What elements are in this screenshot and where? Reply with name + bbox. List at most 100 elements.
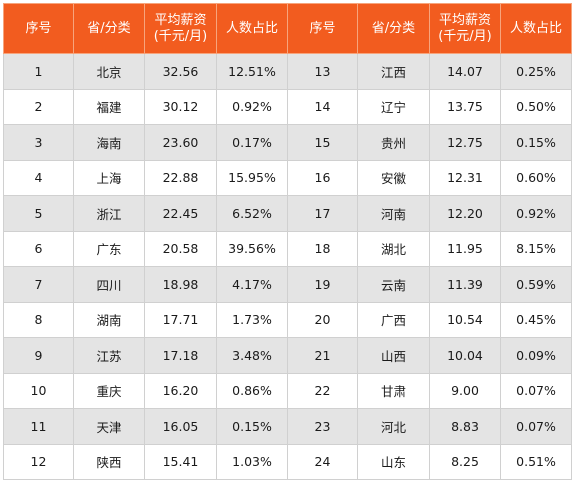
salary-cell: 10.54 — [429, 301, 501, 338]
province-cell: 广西 — [357, 301, 430, 338]
rank-cell: 23 — [287, 408, 358, 445]
share-cell: 0.92% — [216, 88, 288, 125]
province-cell: 陕西 — [73, 443, 145, 480]
share-cell: 12.51% — [216, 53, 288, 90]
table-body: 1 北京 32.56 12.51% 13 江西 14.07 0.25% 2 福建 30.12 0.92… — [3, 53, 572, 480]
table-row: 4 上海 22.88 15.95% 16 安徽 12.31 0.60% — [3, 159, 572, 196]
share-cell: 0.50% — [500, 88, 572, 125]
share-cell: 8.15% — [500, 230, 572, 267]
salary-cell: 16.20 — [144, 372, 217, 409]
header-province: 省/分类 — [357, 3, 430, 54]
rank-cell: 8 — [3, 301, 74, 338]
salary-cell: 11.95 — [429, 230, 501, 267]
share-cell: 3.48% — [216, 337, 288, 374]
rank-cell: 14 — [287, 88, 358, 125]
rank-cell: 4 — [3, 159, 74, 196]
rank-cell: 3 — [3, 124, 74, 161]
rank-cell: 20 — [287, 301, 358, 338]
share-cell: 0.51% — [500, 443, 572, 480]
province-cell: 湖北 — [357, 230, 430, 267]
table-row: 1 北京 32.56 12.51% 13 江西 14.07 0.25% — [3, 53, 572, 90]
salary-cell: 17.18 — [144, 337, 217, 374]
share-cell: 0.25% — [500, 53, 572, 90]
rank-cell: 5 — [3, 195, 74, 232]
rank-cell: 11 — [3, 408, 74, 445]
share-cell: 1.03% — [216, 443, 288, 480]
share-cell: 0.07% — [500, 372, 572, 409]
rank-cell: 19 — [287, 266, 358, 303]
salary-cell: 8.83 — [429, 408, 501, 445]
table-row: 10 重庆 16.20 0.86% 22 甘肃 9.00 0.07% — [3, 372, 572, 409]
header-salary-line1: 平均薪资 — [438, 12, 491, 28]
salary-cell: 11.39 — [429, 266, 501, 303]
salary-cell: 13.75 — [429, 88, 501, 125]
province-cell: 山西 — [357, 337, 430, 374]
rank-cell: 1 — [3, 53, 74, 90]
header-salary: 平均薪资 (千元/月) — [144, 3, 217, 54]
salary-cell: 12.31 — [429, 159, 501, 196]
share-cell: 1.73% — [216, 301, 288, 338]
table-row: 9 江苏 17.18 3.48% 21 山西 10.04 0.09% — [3, 337, 572, 374]
table-row: 12 陕西 15.41 1.03% 24 山东 8.25 0.51% — [3, 443, 572, 480]
salary-cell: 22.45 — [144, 195, 217, 232]
header-salary-line1: 平均薪资 — [154, 12, 207, 28]
rank-cell: 10 — [3, 372, 74, 409]
salary-table: 序号 省/分类 平均薪资 (千元/月) 人数占比 序号 省/分类 平均薪资 (千… — [3, 3, 572, 480]
rank-cell: 2 — [3, 88, 74, 125]
salary-cell: 30.12 — [144, 88, 217, 125]
salary-cell: 8.25 — [429, 443, 501, 480]
salary-cell: 14.07 — [429, 53, 501, 90]
salary-cell: 9.00 — [429, 372, 501, 409]
province-cell: 湖南 — [73, 301, 145, 338]
header-share: 人数占比 — [216, 3, 288, 54]
salary-cell: 22.88 — [144, 159, 217, 196]
rank-cell: 16 — [287, 159, 358, 196]
share-cell: 0.86% — [216, 372, 288, 409]
header-salary-line2: (千元/月) — [438, 28, 492, 44]
header-salary: 平均薪资 (千元/月) — [429, 3, 501, 54]
province-cell: 河北 — [357, 408, 430, 445]
table-row: 6 广东 20.58 39.56% 18 湖北 11.95 8.15% — [3, 230, 572, 267]
rank-cell: 6 — [3, 230, 74, 267]
province-cell: 海南 — [73, 124, 145, 161]
province-cell: 山东 — [357, 443, 430, 480]
province-cell: 辽宁 — [357, 88, 430, 125]
salary-cell: 23.60 — [144, 124, 217, 161]
table-row: 7 四川 18.98 4.17% 19 云南 11.39 0.59% — [3, 266, 572, 303]
rank-cell: 17 — [287, 195, 358, 232]
share-cell: 15.95% — [216, 159, 288, 196]
salary-cell: 12.20 — [429, 195, 501, 232]
share-cell: 4.17% — [216, 266, 288, 303]
share-cell: 39.56% — [216, 230, 288, 267]
province-cell: 甘肃 — [357, 372, 430, 409]
share-cell: 0.45% — [500, 301, 572, 338]
share-cell: 0.92% — [500, 195, 572, 232]
province-cell: 江西 — [357, 53, 430, 90]
rank-cell: 12 — [3, 443, 74, 480]
rank-cell: 7 — [3, 266, 74, 303]
province-cell: 云南 — [357, 266, 430, 303]
salary-cell: 15.41 — [144, 443, 217, 480]
province-cell: 江苏 — [73, 337, 145, 374]
share-cell: 0.09% — [500, 337, 572, 374]
province-cell: 上海 — [73, 159, 145, 196]
rank-cell: 9 — [3, 337, 74, 374]
province-cell: 河南 — [357, 195, 430, 232]
share-cell: 0.15% — [216, 408, 288, 445]
share-cell: 0.59% — [500, 266, 572, 303]
header-share: 人数占比 — [500, 3, 572, 54]
salary-cell: 18.98 — [144, 266, 217, 303]
rank-cell: 13 — [287, 53, 358, 90]
province-cell: 福建 — [73, 88, 145, 125]
share-cell: 0.60% — [500, 159, 572, 196]
share-cell: 0.15% — [500, 124, 572, 161]
rank-cell: 15 — [287, 124, 358, 161]
province-cell: 广东 — [73, 230, 145, 267]
salary-cell: 32.56 — [144, 53, 217, 90]
share-cell: 0.07% — [500, 408, 572, 445]
rank-cell: 22 — [287, 372, 358, 409]
salary-cell: 16.05 — [144, 408, 217, 445]
table-row: 5 浙江 22.45 6.52% 17 河南 12.20 0.92% — [3, 195, 572, 232]
share-cell: 0.17% — [216, 124, 288, 161]
